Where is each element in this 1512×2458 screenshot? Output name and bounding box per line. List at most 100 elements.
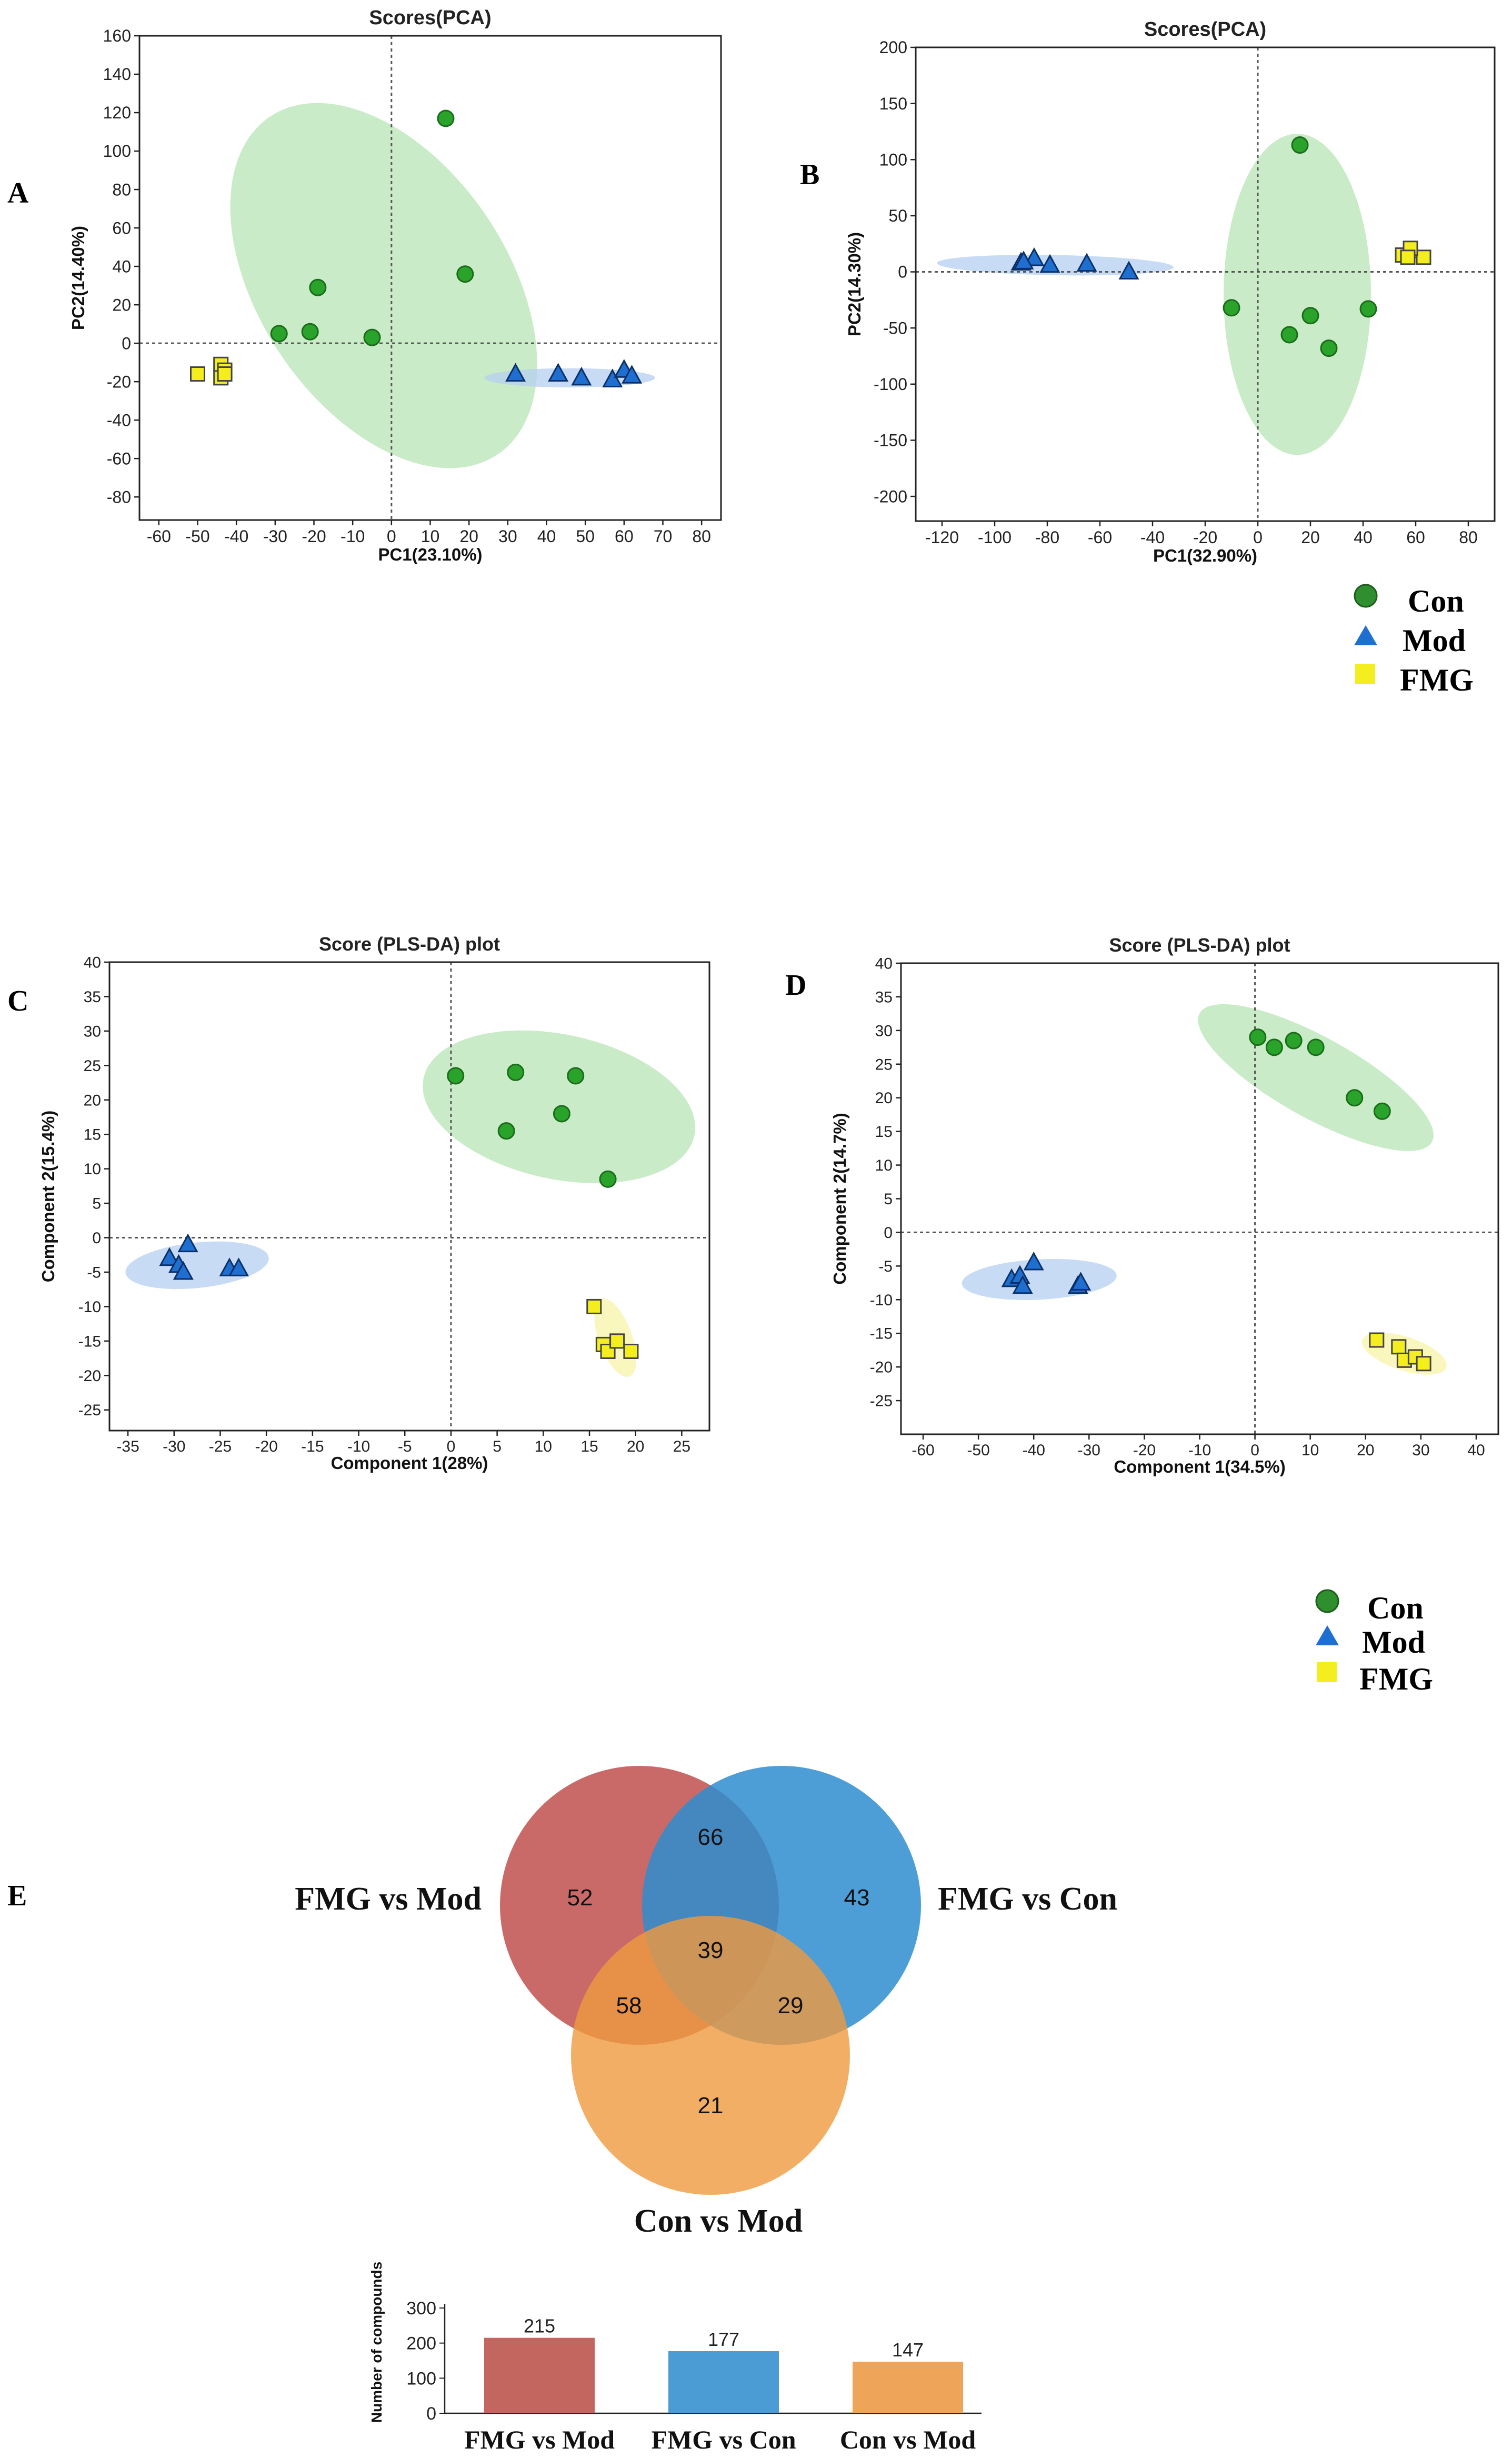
legend-mod-marker-2 (1316, 1625, 1339, 1645)
y-tick-label: 20 (875, 1090, 893, 1107)
bar-y-axis-label: Number of compounds (368, 2262, 385, 2423)
data-point-mod (602, 368, 623, 387)
y-tick-label: -15 (870, 1325, 893, 1343)
x-tick-label: 70 (654, 527, 673, 546)
x-tick-label: -30 (1078, 1442, 1100, 1459)
panel-label-e: E (7, 1880, 27, 1912)
bar-y-tick-label: 100 (406, 2369, 436, 2389)
legend-middle: Con Mod FMG (1315, 1589, 1433, 1696)
x-tick-label: 30 (498, 527, 517, 546)
x-tick-label: -60 (912, 1442, 934, 1459)
panel-label-d: D (785, 969, 806, 1002)
y-tick-label: 35 (84, 988, 101, 1006)
x-axis-label: PC1(23.10%) (378, 545, 482, 564)
y-tick-label: 10 (84, 1161, 101, 1178)
x-tick-label: -10 (341, 527, 365, 546)
data-point-mod (1024, 247, 1045, 266)
x-tick-label: 20 (627, 1438, 644, 1455)
y-tick-label: 15 (875, 1123, 893, 1141)
legend-con-marker (1354, 584, 1378, 608)
data-point-con (507, 1063, 525, 1081)
plsda-plot-c: -35 -30 -25 -20 -15 -10 -5 0 5 10 15 20 25 -25 -20 -15 -… (38, 933, 710, 1473)
data-point-con (1373, 1102, 1391, 1120)
y-tick-label: 80 (112, 180, 131, 199)
venn-circle-con-vs-mod (571, 1916, 850, 2195)
data-point-con (270, 325, 288, 343)
bar-y-tick-label: 300 (406, 2299, 436, 2319)
venn-diagram: 52 66 43 39 58 29 21 FMG vs Mod FMG vs C… (295, 1766, 1117, 2239)
data-point-fmg (609, 1333, 625, 1349)
venn-count-fmg-con-con-mod: 29 (778, 1993, 804, 2019)
y-tick-label: 30 (875, 1022, 893, 1040)
x-tick-label: 0 (447, 1438, 456, 1455)
y-tick-label: -10 (78, 1298, 101, 1316)
data-point-con (456, 265, 474, 283)
plot-title: Score (PLS-DA) plot (1109, 934, 1290, 956)
data-point-mod (571, 366, 592, 386)
data-point-con (1307, 1038, 1325, 1056)
data-point-mod (228, 1257, 249, 1276)
data-point-mod (173, 1261, 194, 1280)
data-point-mod (1023, 1251, 1044, 1271)
x-axis-label: PC1(32.90%) (1153, 546, 1257, 565)
compound-count-bar-chart: 0 100 200 300 215 FMG vs Mod 177 FMG vs Con 147 C… (368, 2262, 982, 2454)
legend-con-label: Con (1408, 584, 1464, 618)
data-point-con (447, 1067, 465, 1085)
y-tick-label: 120 (103, 103, 131, 122)
venn-count-only-fmg-mod: 52 (567, 1885, 593, 1911)
y-axis-label: Component 2(15.4%) (38, 1111, 58, 1282)
x-tick-label: 30 (1412, 1442, 1429, 1459)
x-tick-label: -30 (263, 527, 287, 546)
x-tick-label: -50 (185, 527, 209, 546)
pca-plot-b: -120 -100 -80 -60 -40 -20 0 20 40 60 80-200-150-10… (845, 18, 1496, 565)
legend-mod-label: Mod (1403, 623, 1466, 658)
bar-value-label: 215 (524, 2315, 555, 2337)
data-point-con (1301, 307, 1319, 325)
venn-set-label-fmg-vs-mod: FMG vs Mod (295, 1881, 482, 1917)
y-tick-label: 100 (879, 150, 907, 169)
data-point-mod (505, 363, 526, 382)
x-tick-label: -100 (978, 528, 1012, 547)
x-tick-label: -40 (1140, 528, 1165, 547)
y-tick-label: 40 (112, 257, 131, 276)
bar (853, 2362, 963, 2413)
data-point-con (1291, 136, 1309, 154)
x-tick-label: -40 (1023, 1442, 1045, 1459)
y-tick-label: 60 (112, 218, 131, 237)
data-point-fmg (217, 366, 233, 382)
data-point-mod (1070, 1272, 1092, 1291)
data-point-con (567, 1067, 585, 1085)
venn-count-only-con-mod: 21 (698, 2093, 724, 2119)
y-tick-label: 50 (888, 206, 907, 225)
data-point-con (1346, 1089, 1364, 1107)
legend-con-label-2: Con (1367, 1591, 1424, 1625)
y-tick-label: -150 (874, 431, 907, 450)
data-point-mod (1012, 1275, 1033, 1294)
data-point-mod (1076, 253, 1097, 272)
x-tick-label: -40 (224, 527, 248, 546)
y-tick-label: -25 (78, 1402, 101, 1419)
confidence-ellipse-mod (125, 1241, 269, 1290)
y-tick-label: 25 (875, 1056, 893, 1073)
legend-fmg-marker-2 (1317, 1662, 1337, 1682)
y-tick-label: 40 (84, 954, 101, 972)
x-axis-label: Component 1(28%) (331, 1453, 488, 1473)
data-point-fmg (586, 1298, 602, 1314)
data-point-mod (1013, 251, 1034, 269)
x-tick-label: 15 (580, 1438, 598, 1455)
y-tick-label: 150 (879, 94, 907, 113)
legend-mod-label-2: Mod (1362, 1625, 1425, 1660)
bar-category-label: Con vs Mod (840, 2425, 976, 2454)
venn-count-fmg-mod-fmg-con: 66 (698, 1824, 724, 1850)
data-point-con (1320, 339, 1338, 357)
plot-title: Score (PLS-DA) plot (319, 933, 500, 955)
x-tick-label: -35 (116, 1438, 139, 1455)
legend-fmg-label: FMG (1400, 663, 1474, 697)
y-tick-label: 0 (884, 1224, 893, 1242)
y-tick-label: -5 (878, 1258, 893, 1275)
y-tick-label: 40 (875, 955, 893, 973)
data-point-con (437, 109, 455, 127)
y-tick-label: 0 (122, 334, 131, 353)
panel-label-a: A (7, 177, 29, 209)
